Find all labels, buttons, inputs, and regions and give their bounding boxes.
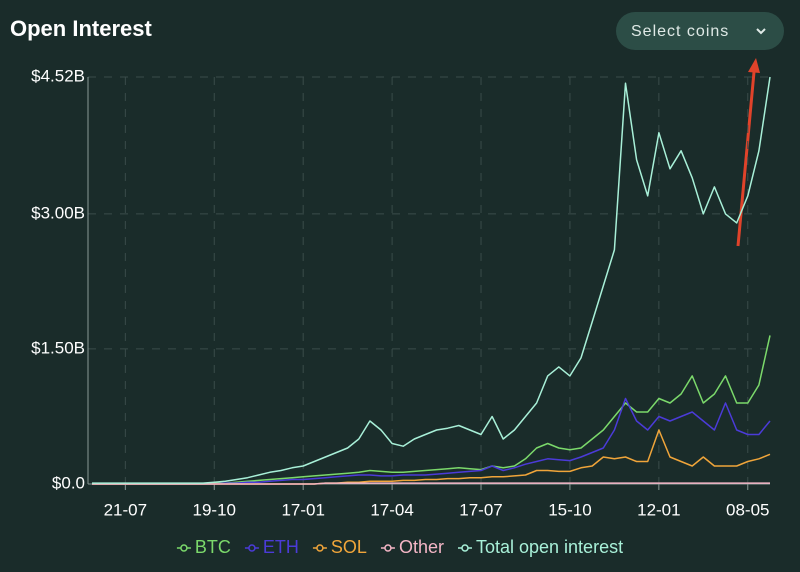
arrow-shaft xyxy=(736,71,756,247)
button-bg[interactable] xyxy=(616,12,784,50)
chart-title: Open Interest xyxy=(10,16,152,41)
legend-swatch-dot xyxy=(384,544,392,552)
select-coins-button[interactable]: Select coins xyxy=(616,12,784,50)
legend-swatch-dot xyxy=(316,544,324,552)
x-tick-label: 15-10 xyxy=(548,500,591,519)
legend-swatch-dot xyxy=(180,544,188,552)
x-tick-label: 17-04 xyxy=(370,500,413,519)
arrow-head xyxy=(748,58,760,73)
x-tick-label: 19-10 xyxy=(193,500,236,519)
series-line xyxy=(92,482,770,485)
button-label[interactable]: Select coins xyxy=(631,23,729,40)
y-tick-label: $4.52B xyxy=(31,66,85,85)
legend-label: SOL xyxy=(331,537,367,557)
legend: BTC ETH SOL Other Total open interest xyxy=(176,537,623,557)
x-tick-label: 17-01 xyxy=(281,500,324,519)
x-tick-label: 17-07 xyxy=(459,500,502,519)
x-tick-label: 12-01 xyxy=(637,500,680,519)
chevron[interactable] xyxy=(756,28,766,35)
legend-label: Total open interest xyxy=(476,537,623,557)
legend-label: BTC xyxy=(195,537,231,557)
x-tick-label: 21-07 xyxy=(104,500,147,519)
annotation-arrow xyxy=(736,58,760,247)
y-tick-label: $1.50B xyxy=(31,338,85,357)
x-tick-label: 08-05 xyxy=(726,500,769,519)
legend-swatch-dot xyxy=(461,544,469,552)
y-tick-label: $3.00B xyxy=(31,203,85,222)
legend-label: Other xyxy=(399,537,444,557)
series-line xyxy=(92,76,771,484)
y-tick-label: $0.0 xyxy=(52,473,85,492)
legend-swatch-dot xyxy=(248,544,256,552)
legend-label: ETH xyxy=(263,537,299,557)
